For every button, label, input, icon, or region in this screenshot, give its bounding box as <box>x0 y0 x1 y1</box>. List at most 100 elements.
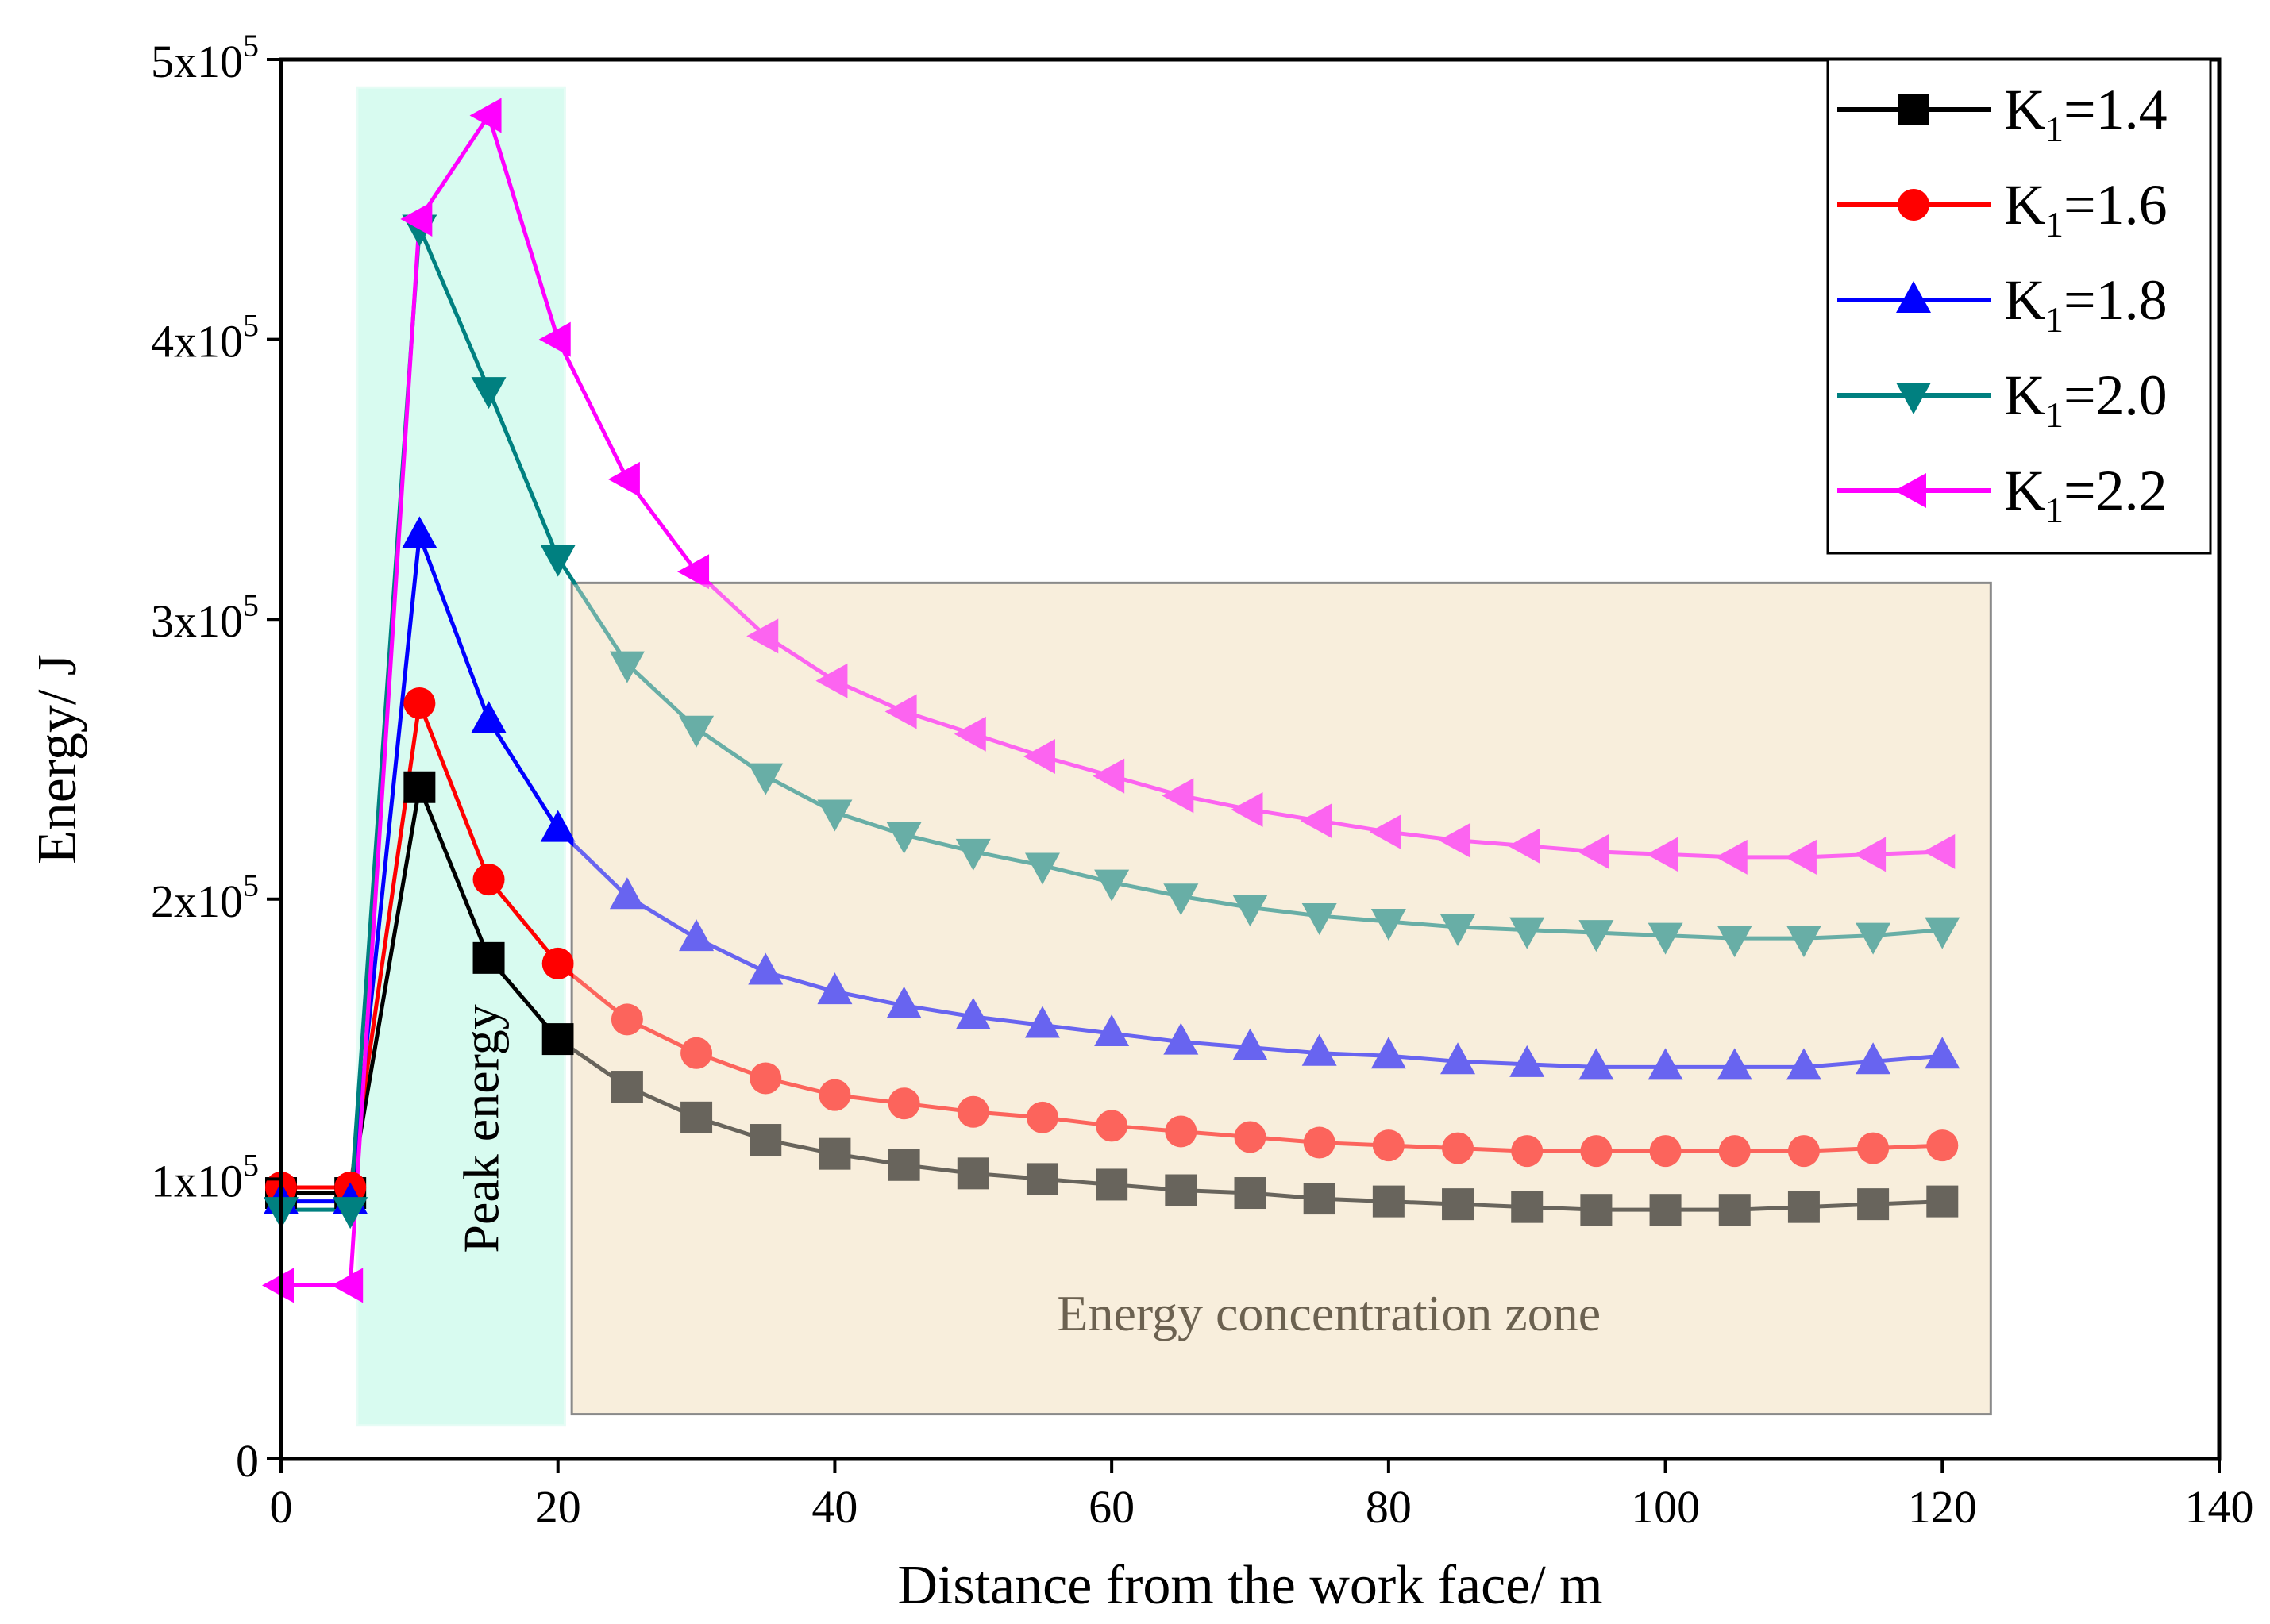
data-point <box>1162 778 1194 814</box>
data-point <box>472 864 505 896</box>
data-point <box>403 771 436 803</box>
data-point <box>1856 1042 1891 1075</box>
data-point <box>1094 1014 1130 1047</box>
data-point <box>886 822 922 854</box>
data-point <box>1646 837 1678 872</box>
y-tick-label: 4x105 <box>151 308 259 368</box>
data-point <box>677 554 710 590</box>
legend-label-1: K1=1.6 <box>2004 173 2168 244</box>
legend-label-3: K1=2.0 <box>2004 364 2168 435</box>
data-point <box>1369 814 1401 850</box>
data-point <box>817 799 853 832</box>
data-point <box>540 810 576 842</box>
data-point <box>403 687 436 719</box>
data-point <box>1026 1163 1058 1195</box>
legend-marker-4 <box>1894 473 1926 508</box>
data-point <box>609 877 645 910</box>
data-point <box>1580 1135 1613 1168</box>
data-point <box>1925 1037 1960 1069</box>
data-point <box>750 1062 782 1095</box>
data-point <box>1787 1191 1820 1223</box>
data-point <box>1096 1110 1128 1142</box>
legend-label-4: K1=2.2 <box>2004 459 2168 530</box>
data-point <box>1786 926 1821 958</box>
data-point <box>1372 1129 1405 1162</box>
annotation-labels: Peak energy Energy concentration zone <box>453 1004 1601 1341</box>
data-point <box>680 1101 713 1133</box>
data-point <box>331 1268 364 1303</box>
data-point <box>957 1157 989 1190</box>
data-point <box>746 618 779 654</box>
zone-rect-0 <box>356 86 566 1427</box>
data-point <box>469 98 502 133</box>
data-point <box>955 997 991 1029</box>
x-tick-label: 0 <box>270 1481 293 1533</box>
data-point <box>1923 833 1956 869</box>
x-tick-label: 60 <box>1089 1481 1135 1533</box>
data-point <box>1442 1132 1474 1164</box>
data-point <box>819 1079 851 1111</box>
data-point <box>1301 902 1337 935</box>
data-point <box>1648 1048 1683 1080</box>
x-tick-label: 20 <box>535 1481 581 1533</box>
data-point <box>1649 1135 1682 1168</box>
data-point <box>609 651 645 683</box>
data-point <box>1439 822 1471 858</box>
series-markers <box>262 98 1990 1413</box>
data-point <box>402 516 437 548</box>
data-point <box>1024 1006 1060 1038</box>
data-point <box>333 1197 368 1230</box>
axes: 0 20 40 60 80 100 120 140 0 1x105 2x105 3x105 4x105 5… <box>27 28 2254 1616</box>
data-point <box>1926 1129 1959 1162</box>
data-point <box>680 1037 713 1069</box>
data-point <box>888 1149 920 1181</box>
data-point <box>1023 738 1055 774</box>
data-point <box>817 972 853 1005</box>
data-point <box>262 1268 294 1303</box>
zone-overlay <box>573 584 1990 1413</box>
data-point <box>1026 1101 1058 1133</box>
data-point <box>1163 1022 1199 1055</box>
data-point <box>888 1087 920 1120</box>
data-point <box>1163 883 1199 916</box>
data-point <box>1372 1185 1405 1218</box>
data-point <box>954 716 986 752</box>
data-point <box>750 1124 782 1156</box>
data-point <box>1234 1121 1266 1153</box>
x-tick-label: 80 <box>1366 1481 1412 1533</box>
data-point <box>1165 1115 1197 1148</box>
data-point <box>1926 1185 1959 1218</box>
data-point <box>1718 1194 1751 1226</box>
data-point <box>541 947 574 979</box>
data-point <box>1649 1194 1682 1226</box>
data-point <box>540 545 576 577</box>
data-point <box>815 663 848 698</box>
x-axis-title: Distance from the work face/ m <box>897 1555 1602 1616</box>
x-tick-label: 140 <box>2185 1481 2254 1533</box>
x-tick-label: 100 <box>1631 1481 1700 1533</box>
data-point <box>1648 922 1683 955</box>
y-tick-label: 5x105 <box>151 28 259 87</box>
data-point <box>541 1023 574 1056</box>
data-point <box>1856 922 1891 955</box>
data-point <box>1718 1135 1751 1168</box>
zone-rect-1 <box>570 581 1992 1416</box>
data-point <box>1509 917 1545 949</box>
data-point <box>748 952 784 985</box>
legend-marker-3 <box>1896 383 1931 414</box>
data-point <box>1857 1132 1890 1164</box>
data-point <box>819 1137 851 1170</box>
data-point <box>1854 837 1887 872</box>
data-point <box>1509 1045 1545 1077</box>
data-point <box>1303 1126 1335 1159</box>
data-point <box>1096 1168 1128 1201</box>
data-point <box>1165 1174 1197 1206</box>
x-tick-label: 120 <box>1908 1481 1977 1533</box>
data-point <box>1784 839 1817 875</box>
data-point <box>1717 926 1752 958</box>
data-point <box>1370 909 1406 941</box>
data-point <box>955 838 991 871</box>
data-point <box>400 201 433 237</box>
legend-label-2: K1=1.8 <box>2004 268 2168 340</box>
y-tick-label: 3x105 <box>151 587 259 647</box>
